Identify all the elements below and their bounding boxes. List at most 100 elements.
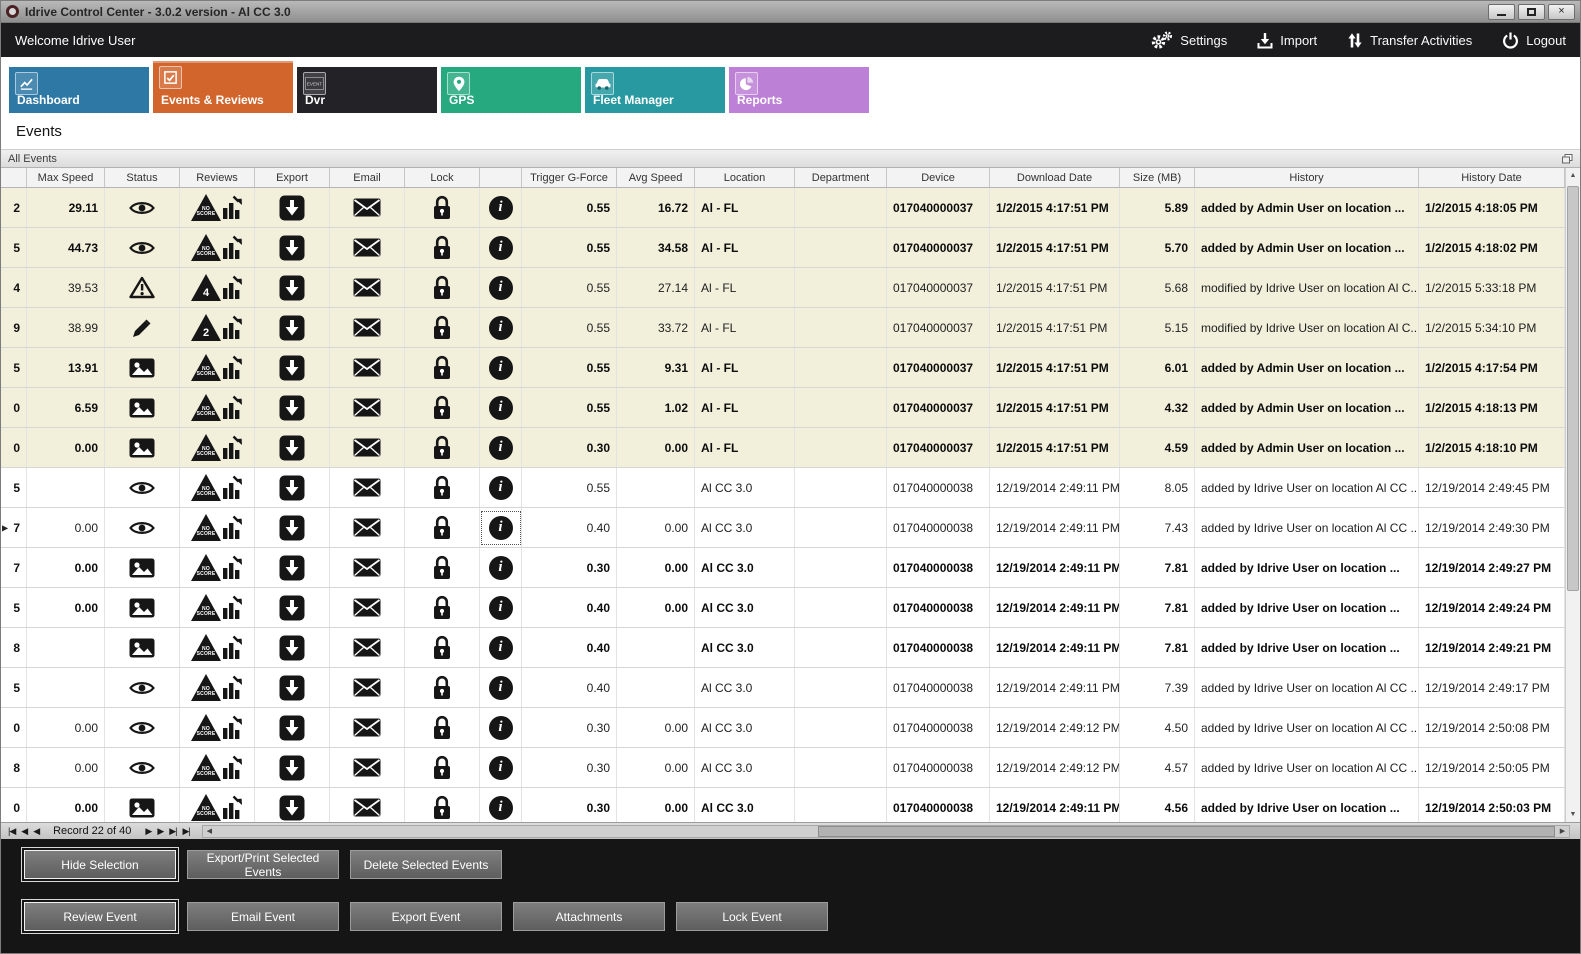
reviews-cell[interactable]: NO SCORE: [180, 468, 255, 507]
export-icon[interactable]: [279, 315, 305, 341]
email-icon[interactable]: [353, 758, 381, 777]
table-row[interactable]: 4 39.53 4 i 0.55 27.14 Al - FL 017040000037 1/2/…: [1, 268, 1565, 308]
picture-status-icon[interactable]: [129, 438, 155, 458]
email-icon[interactable]: [353, 518, 381, 537]
tab-gps[interactable]: GPS: [441, 67, 581, 113]
table-row[interactable]: 9 38.99 2 i 0.55 33.72 Al - FL 017040000037 1/2/…: [1, 308, 1565, 348]
info-icon[interactable]: i: [488, 355, 513, 380]
export-cell[interactable]: [255, 228, 330, 267]
tab-events[interactable]: Events & Reviews: [153, 61, 293, 113]
lock-cell[interactable]: [405, 708, 480, 747]
email-cell[interactable]: [330, 588, 405, 627]
picture-status-icon[interactable]: [129, 598, 155, 618]
export-cell[interactable]: [255, 668, 330, 707]
column-header-reviews[interactable]: Reviews: [180, 168, 255, 187]
table-row[interactable]: 5 44.73 NO SCORE i 0.55 34.58 Al - FL 0170400000…: [1, 228, 1565, 268]
lock-cell[interactable]: [405, 548, 480, 587]
export-print-selected-events-button[interactable]: Export/Print Selected Events: [187, 850, 339, 879]
reviews-cell[interactable]: NO SCORE: [180, 548, 255, 587]
email-cell[interactable]: [330, 308, 405, 347]
email-icon[interactable]: [353, 638, 381, 657]
lock-icon[interactable]: [432, 555, 452, 581]
info-icon[interactable]: i: [488, 595, 513, 620]
table-row[interactable]: 0 6.59 NO SCORE i 0.55 1.02 Al - FL 017040000037…: [1, 388, 1565, 428]
lock-icon[interactable]: [432, 315, 452, 341]
eye-status-icon[interactable]: [129, 720, 155, 736]
delete-selected-events-button[interactable]: Delete Selected Events: [350, 850, 502, 879]
reviews-cell[interactable]: 4: [180, 268, 255, 307]
next-page-button[interactable]: ▶: [157, 825, 164, 836]
reviews-cell[interactable]: NO SCORE: [180, 508, 255, 547]
export-cell[interactable]: [255, 388, 330, 427]
email-cell[interactable]: [330, 428, 405, 467]
info-cell[interactable]: i: [480, 548, 522, 587]
picture-status-icon[interactable]: [129, 798, 155, 818]
review-event-button[interactable]: Review Event: [24, 902, 176, 931]
info-cell[interactable]: i: [480, 348, 522, 387]
info-cell[interactable]: i: [480, 188, 522, 227]
eye-status-icon[interactable]: [129, 200, 155, 216]
info-cell[interactable]: i: [480, 628, 522, 667]
export-icon[interactable]: [279, 435, 305, 461]
status-cell[interactable]: [105, 668, 180, 707]
new-record-button[interactable]: ▶|: [182, 825, 191, 836]
lock-icon[interactable]: [432, 635, 452, 661]
info-cell[interactable]: i: [480, 788, 522, 822]
reviews-cell[interactable]: NO SCORE: [180, 788, 255, 822]
export-cell[interactable]: [255, 748, 330, 787]
tab-dashboard[interactable]: Dashboard: [9, 67, 149, 113]
reviews-cell[interactable]: 2: [180, 308, 255, 347]
export-icon[interactable]: [279, 275, 305, 301]
column-header-avg_speed[interactable]: Avg Speed: [617, 168, 695, 187]
table-row[interactable]: ▶ 7 0.00 NO SCORE i 0.40 0.00 Al CC 3.0 017040000…: [1, 508, 1565, 548]
email-cell[interactable]: [330, 668, 405, 707]
status-cell[interactable]: [105, 388, 180, 427]
eye-status-icon[interactable]: [129, 240, 155, 256]
status-cell[interactable]: [105, 428, 180, 467]
status-cell[interactable]: [105, 628, 180, 667]
prev-record-button[interactable]: ◀: [33, 825, 40, 836]
info-icon[interactable]: i: [488, 315, 513, 340]
email-cell[interactable]: [330, 348, 405, 387]
tab-dvr[interactable]: EVENT Dvr: [297, 67, 437, 113]
eye-status-icon[interactable]: [129, 680, 155, 696]
status-cell[interactable]: [105, 708, 180, 747]
export-cell[interactable]: [255, 588, 330, 627]
export-icon[interactable]: [279, 235, 305, 261]
export-icon[interactable]: [279, 675, 305, 701]
eye-status-icon[interactable]: [129, 520, 155, 536]
reviews-cell[interactable]: NO SCORE: [180, 428, 255, 467]
reviews-cell[interactable]: NO SCORE: [180, 388, 255, 427]
info-cell[interactable]: i: [480, 468, 522, 507]
reviews-cell[interactable]: NO SCORE: [180, 188, 255, 227]
status-cell[interactable]: [105, 188, 180, 227]
tab-fleet[interactable]: Fleet Manager: [585, 67, 725, 113]
table-row[interactable]: 8 0.00 NO SCORE i 0.30 0.00 Al CC 3.0 0170400000…: [1, 748, 1565, 788]
table-row[interactable]: 8 NO SCORE i 0.40 Al CC 3.0 017040000038 12/19/…: [1, 628, 1565, 668]
info-icon[interactable]: i: [488, 435, 513, 460]
column-header-history_date[interactable]: History Date: [1419, 168, 1565, 187]
lock-icon[interactable]: [432, 475, 452, 501]
info-icon[interactable]: i: [488, 275, 513, 300]
email-cell[interactable]: [330, 188, 405, 227]
info-icon[interactable]: i: [488, 475, 513, 500]
table-row[interactable]: 0 0.00 NO SCORE i 0.30 0.00 Al CC 3.0 0170400000…: [1, 788, 1565, 822]
info-cell[interactable]: i: [480, 268, 522, 307]
column-header-lock[interactable]: Lock: [405, 168, 480, 187]
status-cell[interactable]: [105, 308, 180, 347]
email-icon[interactable]: [353, 198, 381, 217]
lock-cell[interactable]: [405, 428, 480, 467]
reviews-cell[interactable]: NO SCORE: [180, 628, 255, 667]
email-cell[interactable]: [330, 788, 405, 822]
email-icon[interactable]: [353, 278, 381, 297]
status-cell[interactable]: [105, 348, 180, 387]
scroll-left-icon[interactable]: ◀: [206, 828, 212, 835]
info-cell[interactable]: i: [480, 508, 522, 547]
export-icon[interactable]: [279, 715, 305, 741]
export-icon[interactable]: [279, 555, 305, 581]
status-cell[interactable]: [105, 268, 180, 307]
reviews-cell[interactable]: NO SCORE: [180, 708, 255, 747]
first-record-button[interactable]: |◀: [8, 825, 16, 836]
info-icon[interactable]: i: [488, 715, 513, 740]
reviews-cell[interactable]: NO SCORE: [180, 348, 255, 387]
